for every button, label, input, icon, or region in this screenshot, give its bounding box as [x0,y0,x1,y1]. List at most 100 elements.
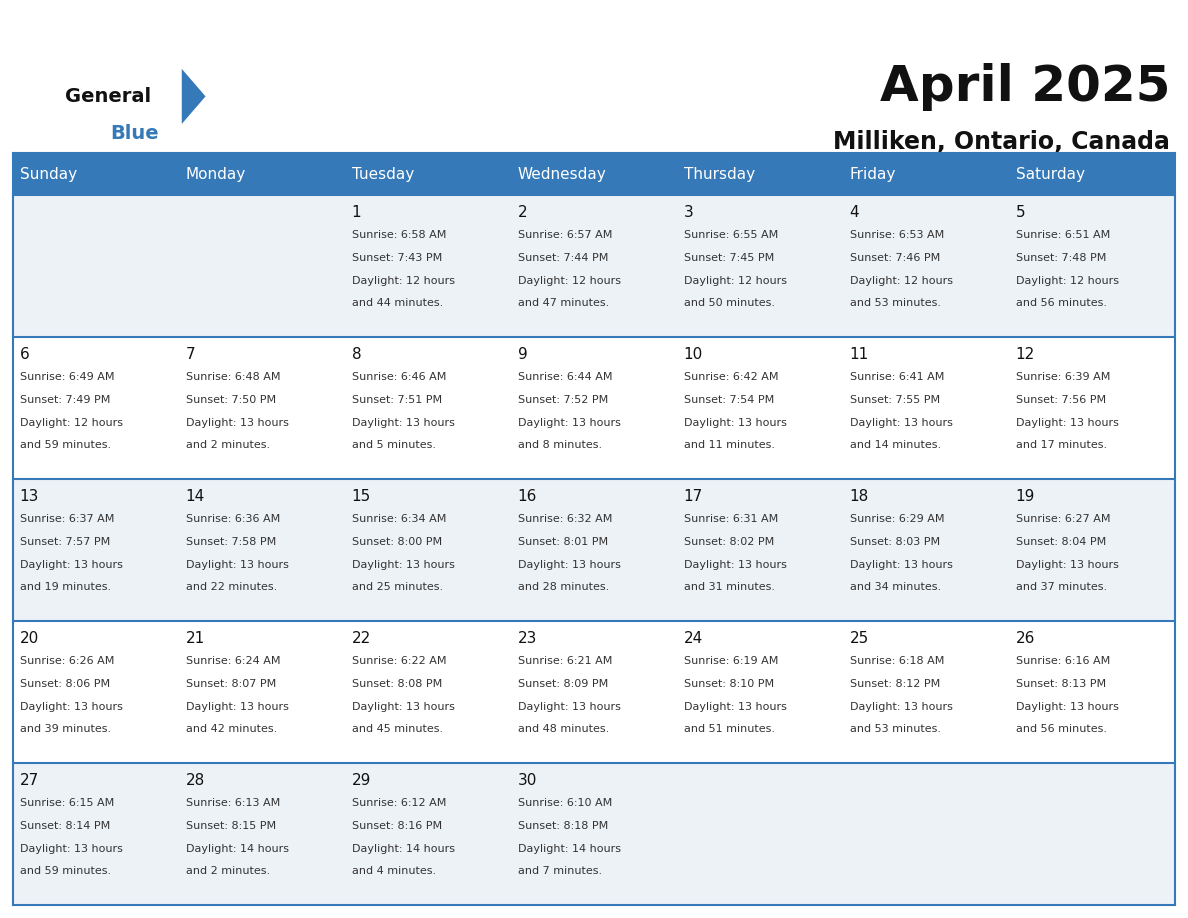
Text: Daylight: 13 hours: Daylight: 13 hours [185,702,289,712]
Text: Sunrise: 6:49 AM: Sunrise: 6:49 AM [20,372,114,382]
Text: 26: 26 [1016,631,1035,646]
Text: Sunrise: 6:32 AM: Sunrise: 6:32 AM [518,514,612,524]
Text: Daylight: 14 hours: Daylight: 14 hours [352,844,455,854]
Text: Daylight: 13 hours: Daylight: 13 hours [849,560,953,570]
Text: 11: 11 [849,347,868,362]
Text: Sunset: 7:50 PM: Sunset: 7:50 PM [185,395,276,405]
Text: 16: 16 [518,489,537,504]
Text: Sunset: 7:46 PM: Sunset: 7:46 PM [849,253,940,263]
Text: Sunrise: 6:44 AM: Sunrise: 6:44 AM [518,372,612,382]
Text: and 14 minutes.: and 14 minutes. [849,440,941,450]
Text: 19: 19 [1016,489,1035,504]
Text: Sunrise: 6:34 AM: Sunrise: 6:34 AM [352,514,446,524]
Text: Daylight: 13 hours: Daylight: 13 hours [185,418,289,428]
Text: Sunset: 7:51 PM: Sunset: 7:51 PM [352,395,442,405]
Text: Daylight: 13 hours: Daylight: 13 hours [20,844,122,854]
Text: Daylight: 13 hours: Daylight: 13 hours [1016,702,1119,712]
Text: Daylight: 13 hours: Daylight: 13 hours [352,702,455,712]
Text: Sunrise: 6:13 AM: Sunrise: 6:13 AM [185,798,280,808]
Text: Sunset: 8:13 PM: Sunset: 8:13 PM [1016,679,1106,689]
Text: and 22 minutes.: and 22 minutes. [185,582,277,592]
Text: and 7 minutes.: and 7 minutes. [518,866,602,876]
Text: Sunrise: 6:51 AM: Sunrise: 6:51 AM [1016,230,1110,240]
Text: Daylight: 13 hours: Daylight: 13 hours [20,702,122,712]
Bar [13,621,1175,763]
Bar [13,153,1175,195]
Text: Sunset: 8:08 PM: Sunset: 8:08 PM [352,679,442,689]
Text: Sunrise: 6:26 AM: Sunrise: 6:26 AM [20,656,114,666]
Text: Sunrise: 6:46 AM: Sunrise: 6:46 AM [352,372,446,382]
Text: Sunset: 8:06 PM: Sunset: 8:06 PM [20,679,109,689]
Text: Daylight: 13 hours: Daylight: 13 hours [683,418,786,428]
Text: Daylight: 13 hours: Daylight: 13 hours [683,702,786,712]
Text: and 2 minutes.: and 2 minutes. [185,440,270,450]
Text: Daylight: 13 hours: Daylight: 13 hours [185,560,289,570]
Text: Daylight: 13 hours: Daylight: 13 hours [518,560,620,570]
Text: Sunset: 7:49 PM: Sunset: 7:49 PM [20,395,110,405]
Text: Daylight: 12 hours: Daylight: 12 hours [683,276,786,286]
Text: Sunrise: 6:57 AM: Sunrise: 6:57 AM [518,230,612,240]
Text: Sunrise: 6:27 AM: Sunrise: 6:27 AM [1016,514,1110,524]
Text: Sunset: 8:09 PM: Sunset: 8:09 PM [518,679,608,689]
Text: Saturday: Saturday [1016,166,1085,182]
Text: 20: 20 [20,631,39,646]
Text: Sunset: 8:03 PM: Sunset: 8:03 PM [849,537,940,547]
Text: Daylight: 13 hours: Daylight: 13 hours [352,418,455,428]
Text: and 45 minutes.: and 45 minutes. [352,724,443,734]
Bar [13,763,1175,905]
Text: 1: 1 [352,205,361,220]
Text: Daylight: 13 hours: Daylight: 13 hours [352,560,455,570]
Text: Sunset: 7:55 PM: Sunset: 7:55 PM [849,395,940,405]
Text: Sunset: 7:54 PM: Sunset: 7:54 PM [683,395,773,405]
Text: Sunrise: 6:31 AM: Sunrise: 6:31 AM [683,514,778,524]
Text: 15: 15 [352,489,371,504]
Text: and 5 minutes.: and 5 minutes. [352,440,436,450]
Text: and 51 minutes.: and 51 minutes. [683,724,775,734]
Text: Tuesday: Tuesday [352,166,413,182]
Bar [13,195,1175,337]
Text: Sunset: 8:02 PM: Sunset: 8:02 PM [683,537,773,547]
Polygon shape [182,69,206,124]
Text: Daylight: 13 hours: Daylight: 13 hours [683,560,786,570]
Text: Daylight: 12 hours: Daylight: 12 hours [352,276,455,286]
Text: Daylight: 13 hours: Daylight: 13 hours [1016,560,1119,570]
Text: and 47 minutes.: and 47 minutes. [518,298,609,308]
Text: 18: 18 [849,489,868,504]
Text: Friday: Friday [849,166,896,182]
Text: 21: 21 [185,631,204,646]
Text: and 4 minutes.: and 4 minutes. [352,866,436,876]
Text: 5: 5 [1016,205,1025,220]
Text: 6: 6 [20,347,30,362]
Bar [13,479,1175,621]
Text: Sunset: 8:12 PM: Sunset: 8:12 PM [849,679,940,689]
Text: and 34 minutes.: and 34 minutes. [849,582,941,592]
Text: 12: 12 [1016,347,1035,362]
Text: 14: 14 [185,489,204,504]
Text: Sunrise: 6:41 AM: Sunrise: 6:41 AM [849,372,944,382]
Text: Sunrise: 6:15 AM: Sunrise: 6:15 AM [20,798,114,808]
Text: 4: 4 [849,205,859,220]
Text: Sunset: 8:10 PM: Sunset: 8:10 PM [683,679,773,689]
Text: and 31 minutes.: and 31 minutes. [683,582,775,592]
Text: 9: 9 [518,347,527,362]
Text: and 59 minutes.: and 59 minutes. [20,866,110,876]
Text: Sunset: 8:07 PM: Sunset: 8:07 PM [185,679,276,689]
Text: Sunset: 7:52 PM: Sunset: 7:52 PM [518,395,608,405]
Text: 23: 23 [518,631,537,646]
Text: and 59 minutes.: and 59 minutes. [20,440,110,450]
Text: Monday: Monday [185,166,246,182]
Text: Sunrise: 6:39 AM: Sunrise: 6:39 AM [1016,372,1110,382]
Text: Sunrise: 6:58 AM: Sunrise: 6:58 AM [352,230,446,240]
Text: 10: 10 [683,347,703,362]
Text: Sunrise: 6:55 AM: Sunrise: 6:55 AM [683,230,778,240]
Text: Daylight: 13 hours: Daylight: 13 hours [518,702,620,712]
Text: 30: 30 [518,773,537,788]
Text: Sunrise: 6:42 AM: Sunrise: 6:42 AM [683,372,778,382]
Text: Sunrise: 6:19 AM: Sunrise: 6:19 AM [683,656,778,666]
Text: Sunset: 8:00 PM: Sunset: 8:00 PM [352,537,442,547]
Text: and 56 minutes.: and 56 minutes. [1016,298,1107,308]
Text: Wednesday: Wednesday [518,166,606,182]
Text: Daylight: 14 hours: Daylight: 14 hours [518,844,620,854]
Text: 13: 13 [20,489,39,504]
Text: Daylight: 12 hours: Daylight: 12 hours [518,276,620,286]
